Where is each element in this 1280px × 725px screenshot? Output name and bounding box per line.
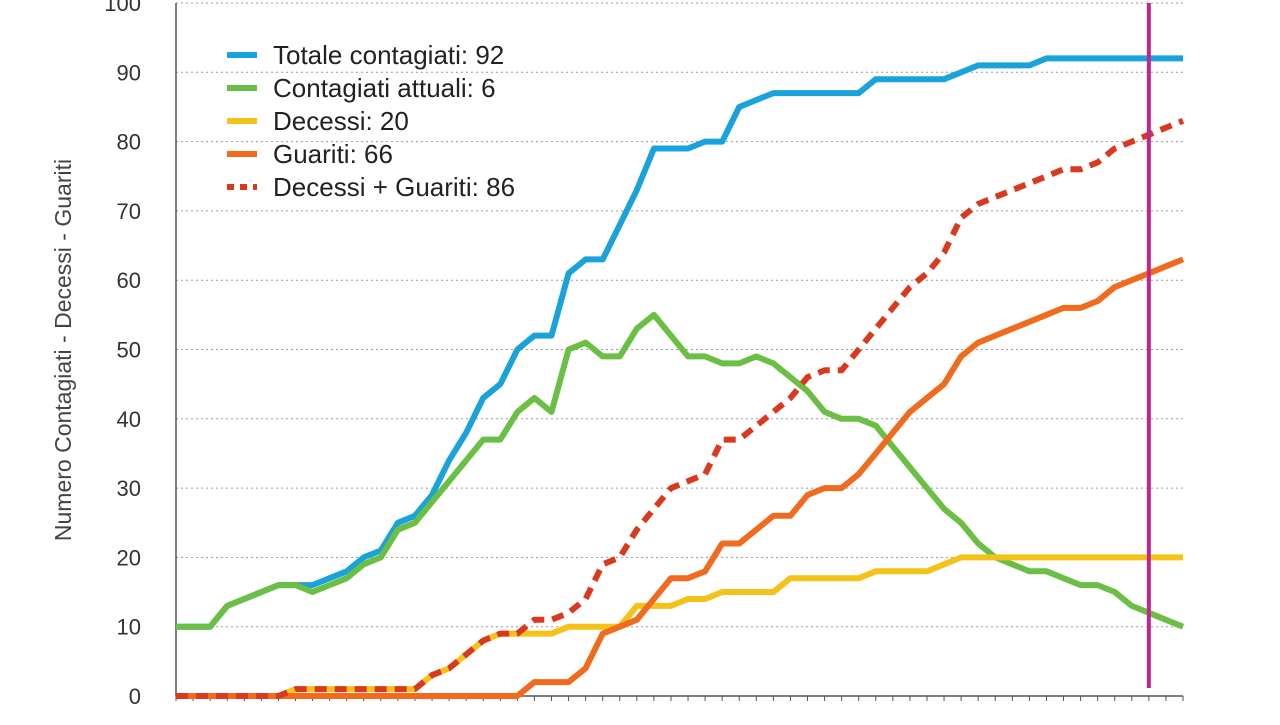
y-tick-label: 40: [117, 407, 141, 432]
series-line-4: [176, 256, 1185, 699]
y-tick-label: 10: [117, 615, 141, 640]
legend-label-5: Decessi + Guariti: 86: [273, 172, 515, 202]
y-tick-label: 20: [117, 545, 141, 570]
series-line-2: [176, 311, 1185, 630]
y-tick-label: 70: [117, 199, 141, 224]
series-lines: [176, 55, 1185, 699]
y-axis-ticks: 0 10 20 30 40 50 60 70 80 90 100: [104, 0, 141, 709]
y-tick-label: 80: [117, 130, 141, 155]
legend-label-4: Guariti: 66: [273, 139, 393, 169]
y-tick-label: 90: [117, 60, 141, 85]
legend-label-2: Contagiati attuali: 6: [273, 73, 496, 103]
series-line-1: [176, 55, 1183, 630]
series-line-5: [176, 118, 1185, 699]
y-tick-label: 0: [129, 684, 141, 709]
y-tick-label: 100: [104, 0, 141, 16]
y-tick-label: 60: [117, 268, 141, 293]
legend-label-1: Totale contagiati: 92: [273, 40, 504, 70]
y-tick-label: 50: [117, 338, 141, 363]
y-axis-label: Numero Contagiati - Decessi - Guariti: [50, 159, 76, 541]
legend-label-3: Decessi: 20: [273, 106, 409, 136]
y-tick-label: 30: [117, 476, 141, 501]
